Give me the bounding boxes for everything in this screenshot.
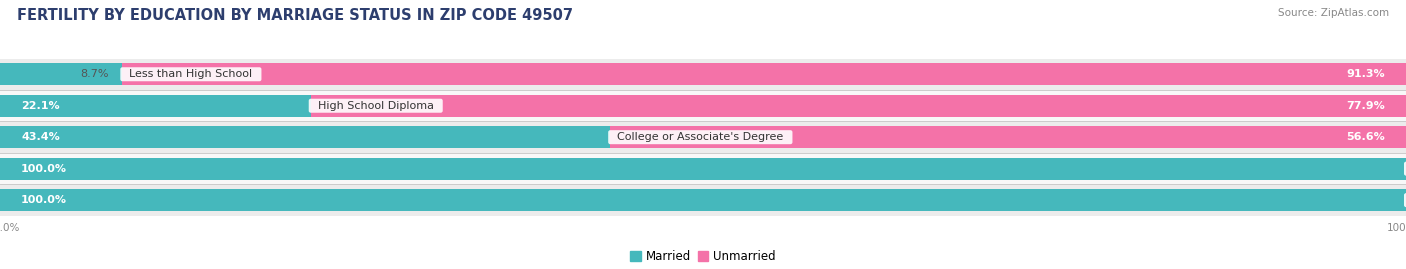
Bar [0, 122, 1406, 153]
Bar [610, 126, 1406, 148]
Legend: Married, Unmarried: Married, Unmarried [626, 246, 780, 268]
Text: FERTILITY BY EDUCATION BY MARRIAGE STATUS IN ZIP CODE 49507: FERTILITY BY EDUCATION BY MARRIAGE STATU… [17, 8, 572, 23]
Text: 56.6%: 56.6% [1346, 132, 1385, 142]
Text: 100.0%: 100.0% [21, 195, 67, 205]
Bar [311, 95, 1406, 117]
Bar [0, 153, 1406, 184]
Bar [0, 126, 610, 148]
Text: 8.7%: 8.7% [80, 69, 108, 79]
Bar [0, 184, 1406, 216]
Text: 100.0%: 100.0% [21, 164, 67, 174]
Text: College or Associate's Degree: College or Associate's Degree [610, 132, 790, 142]
Bar [0, 158, 1406, 180]
Text: 22.1%: 22.1% [21, 101, 59, 111]
Text: 91.3%: 91.3% [1347, 69, 1385, 79]
Text: Source: ZipAtlas.com: Source: ZipAtlas.com [1278, 8, 1389, 18]
Bar [122, 63, 1406, 85]
Bar [0, 95, 311, 117]
Text: High School Diploma: High School Diploma [311, 101, 440, 111]
Bar [0, 90, 1406, 122]
Text: Less than High School: Less than High School [122, 69, 260, 79]
Bar [0, 63, 122, 85]
Bar [0, 189, 1406, 211]
Text: 77.9%: 77.9% [1346, 101, 1385, 111]
Text: 43.4%: 43.4% [21, 132, 60, 142]
Bar [0, 59, 1406, 90]
